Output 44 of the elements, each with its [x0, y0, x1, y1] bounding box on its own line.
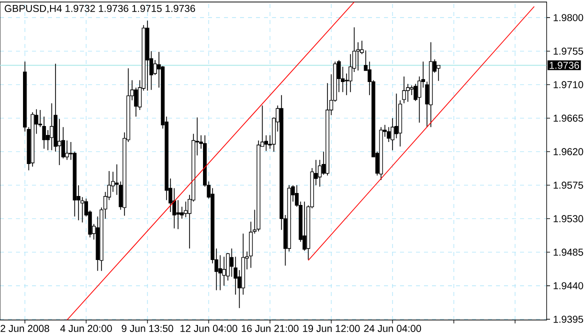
y-tick-label: 1.9395 — [554, 316, 584, 323]
x-tick-label: 24 Jun 04:00 — [364, 324, 422, 332]
y-tick-label: 1.9620 — [554, 148, 584, 156]
candlestick — [379, 126, 383, 180]
x-tick-label: 2 Jun 2008 — [0, 324, 50, 332]
candlestick — [172, 188, 176, 229]
candlestick — [65, 140, 69, 160]
candlestick — [42, 116, 46, 150]
y-tick-label: 1.9710 — [554, 81, 584, 88]
x-tick-label: 4 Jun 20:00 — [60, 324, 112, 332]
x-tick-label: 16 Jun 21:00 — [242, 324, 298, 332]
y-tick-label: 1.9800 — [554, 14, 584, 22]
candlestick — [326, 82, 330, 176]
candlestick — [428, 42, 433, 128]
y-tick-label: 1.9755 — [554, 48, 584, 55]
candlestick — [402, 76, 406, 104]
candlestick — [30, 112, 34, 167]
x-tick-label: 12 Jun 04:00 — [180, 324, 238, 332]
x-tick-label: 19 Jun 12:00 — [303, 324, 360, 332]
candlestick — [256, 140, 260, 232]
y-tick-label: 1.9575 — [554, 182, 584, 189]
candlestick — [248, 221, 253, 268]
chart-title: GBPUSD,H4 1.9732 1.9736 1.9715 1.9736 — [4, 4, 196, 14]
candlestick — [348, 54, 352, 93]
y-tick-label: 1.9485 — [554, 248, 584, 256]
candlestick — [146, 20, 150, 92]
y-tick-label: 1.9665 — [554, 114, 584, 122]
candlestick — [134, 87, 138, 118]
candlestick — [50, 102, 54, 151]
candlestick — [234, 256, 238, 296]
y-tick-label: 1.9530 — [554, 215, 584, 222]
y-tick-label: 1.9440 — [554, 282, 584, 290]
candlestick — [57, 118, 62, 166]
x-tick-label: 9 Jun 13:50 — [122, 324, 174, 332]
candlestick — [222, 256, 226, 286]
candlestick — [436, 64, 440, 82]
candlestick — [394, 93, 398, 139]
candlestick — [218, 254, 222, 291]
candlestick — [114, 164, 119, 196]
ref-line-label: 1.9736 — [550, 62, 580, 69]
candlestick — [176, 200, 180, 230]
candlestick — [390, 118, 394, 151]
candlestick — [287, 184, 291, 252]
candlestick — [46, 130, 50, 151]
